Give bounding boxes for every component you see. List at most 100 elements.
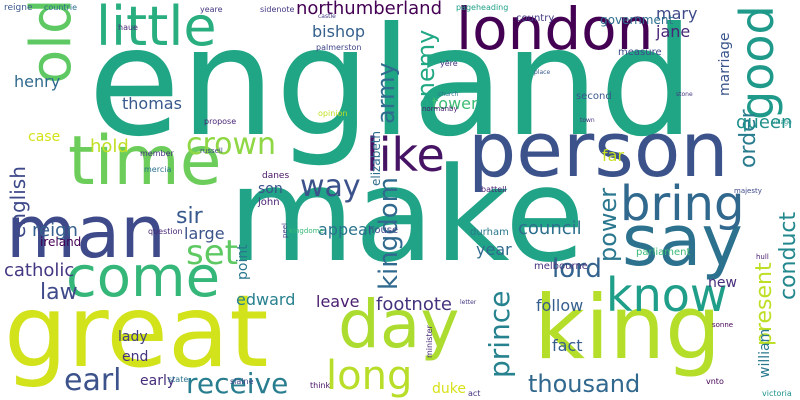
word-35: law xyxy=(40,280,78,305)
word-47: mary xyxy=(656,4,698,23)
word-71: second xyxy=(576,91,612,102)
word-111: stone xyxy=(676,91,693,98)
word-41: queen xyxy=(736,112,793,133)
word-53: end xyxy=(122,349,149,365)
word-3: great xyxy=(4,273,269,390)
word-31: conduct xyxy=(776,211,800,300)
word-81: think xyxy=(310,381,331,390)
word-72: measure xyxy=(618,47,662,58)
word-85: question xyxy=(148,227,183,236)
word-60: year xyxy=(476,240,512,259)
word-1: make xyxy=(228,139,585,291)
word-20: thousand xyxy=(528,370,641,398)
word-6: time xyxy=(68,122,222,201)
word-92: russell xyxy=(200,147,223,155)
word-9: day xyxy=(338,286,460,363)
word-10: come xyxy=(66,245,221,310)
word-28: army xyxy=(372,62,400,124)
word-109: letter xyxy=(460,299,477,306)
word-34: english xyxy=(6,166,30,238)
word-16: good xyxy=(730,5,784,120)
word-69: durham xyxy=(470,227,509,238)
word-66: elizabeth xyxy=(369,130,383,186)
word-100: haue xyxy=(118,23,138,32)
word-79: vnto xyxy=(706,377,724,386)
word-8: london xyxy=(456,0,654,63)
word-105: yēre xyxy=(440,59,458,68)
word-113: village xyxy=(772,119,792,126)
word-37: reign xyxy=(32,220,78,241)
word-73: house xyxy=(368,225,399,236)
word-86: battell xyxy=(481,185,507,194)
word-67: case xyxy=(28,129,61,145)
word-95: peel xyxy=(281,222,289,238)
word-77: state xyxy=(168,375,189,384)
word-57: fact xyxy=(552,336,583,355)
word-27: power xyxy=(594,187,622,262)
word-30: northumberland xyxy=(296,0,442,19)
word-112: town xyxy=(580,117,595,124)
word-93: normanby xyxy=(422,105,458,113)
word-55: appear xyxy=(318,220,375,239)
word-45: thomas xyxy=(122,94,182,113)
word-56: leave xyxy=(316,292,360,311)
word-98: reigne xyxy=(4,3,33,13)
word-75: parliament xyxy=(636,247,691,258)
word-97: hull xyxy=(756,253,769,261)
word-102: sidenote xyxy=(260,5,295,14)
word-61: son xyxy=(258,181,283,197)
word-23: crown xyxy=(186,127,277,162)
word-64: far xyxy=(602,146,625,165)
word-62: large xyxy=(184,224,225,243)
word-18: receive xyxy=(186,367,289,400)
word-14: know xyxy=(606,268,728,322)
word-52: lady xyxy=(118,329,148,345)
word-88: propose xyxy=(204,117,237,126)
word-91: mercia xyxy=(144,165,172,174)
word-96: sonne xyxy=(712,321,734,329)
word-24: way xyxy=(300,169,361,204)
word-36: sir xyxy=(176,204,203,229)
word-51: edward xyxy=(236,290,296,309)
word-46: tower xyxy=(432,94,478,113)
word-44: henry xyxy=(14,72,61,91)
word-17: long xyxy=(326,353,413,399)
word-78: minister xyxy=(425,325,434,358)
word-49: marriage xyxy=(717,32,733,96)
word-42: hold xyxy=(90,136,129,157)
word-43: bishop xyxy=(312,22,366,41)
word-110: place xyxy=(534,69,551,76)
word-50: william xyxy=(757,328,773,378)
word-2: person xyxy=(468,105,729,194)
word-58: follow xyxy=(536,296,584,315)
word-11: little xyxy=(96,0,217,58)
word-106: church xyxy=(438,91,459,98)
word-22: set xyxy=(186,233,238,273)
word-87: country xyxy=(516,13,555,24)
word-89: opinion xyxy=(318,109,348,118)
word-82: act xyxy=(468,389,481,398)
word-26: lord xyxy=(552,254,602,284)
word-65: new xyxy=(708,275,737,291)
word-59: duke xyxy=(432,381,466,397)
word-68: ireland xyxy=(40,235,82,249)
word-70: government xyxy=(600,13,674,27)
word-94: majesty xyxy=(734,187,762,195)
word-80: slaine xyxy=(230,377,254,386)
word-48: jane xyxy=(656,22,691,41)
word-101: yeare xyxy=(200,5,223,14)
word-107: castle xyxy=(318,13,336,20)
word-63: point xyxy=(235,244,251,280)
word-40: footnote xyxy=(376,294,452,315)
word-103: pageheading xyxy=(456,3,509,12)
word-15: like xyxy=(366,128,445,182)
word-99: countrie xyxy=(44,3,78,12)
word-0: england xyxy=(88,0,695,170)
word-5: man xyxy=(6,190,166,274)
word-90: member xyxy=(140,149,174,158)
word-76: victoria xyxy=(762,389,792,398)
word-104: palmerston xyxy=(316,43,362,52)
word-13: bring xyxy=(620,176,745,232)
word-21: prince xyxy=(483,290,516,378)
word-108: kingdome xyxy=(289,227,324,235)
